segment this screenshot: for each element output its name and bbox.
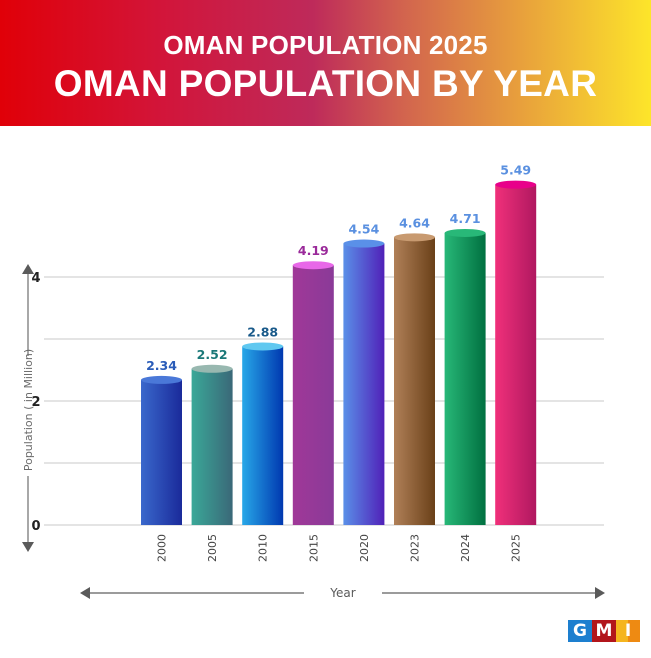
- bar-body: [394, 237, 435, 525]
- chart-subtitle: OMAN POPULATION 2025: [163, 30, 488, 60]
- bar-body: [343, 243, 385, 525]
- x-tick-label: 2020: [358, 534, 371, 562]
- bar-2020: 4.54: [343, 222, 385, 525]
- y-tick-label: 4: [31, 271, 40, 286]
- data-label: 2.34: [146, 358, 177, 373]
- y-axis-arrow: Population ( in Million): [22, 264, 35, 552]
- data-label: 4.64: [399, 215, 430, 230]
- data-label: 4.71: [450, 211, 481, 226]
- bar-body: [242, 346, 284, 525]
- x-tick-label: 2000: [156, 534, 169, 562]
- bar-2005: 2.52: [191, 347, 233, 525]
- data-label: 2.88: [247, 324, 278, 339]
- header-banner: OMAN POPULATION 2025 OMAN POPULATION BY …: [0, 0, 651, 126]
- x-tick-label: 2010: [257, 534, 270, 562]
- bar-body: [141, 379, 182, 525]
- bar-2010: 2.88: [242, 324, 284, 525]
- bars: 2.34 2.52 2.88 4.19 4.54 4.64 4.71 5.49: [141, 163, 537, 526]
- bar-top: [444, 228, 486, 237]
- bar-2024: 4.71: [444, 211, 486, 526]
- logo-letter-i: I: [616, 620, 640, 642]
- bar-body: [444, 232, 486, 526]
- logo-letter-m: M: [592, 620, 616, 642]
- bar-top: [343, 239, 385, 248]
- bar-top: [292, 261, 334, 270]
- x-tick-labels: 2000 2005 2010 2015 2020 2023 2024 2025: [156, 534, 523, 562]
- y-tick-labels: 0 2 4: [31, 271, 40, 534]
- bar-top: [191, 364, 233, 373]
- bar-2023: 4.64: [394, 215, 435, 525]
- bar-body: [292, 265, 334, 525]
- x-tick-label: 2025: [510, 534, 523, 562]
- x-tick-label: 2005: [206, 534, 219, 562]
- x-axis-label: Year: [329, 586, 355, 600]
- x-tick-label: 2024: [459, 534, 472, 562]
- arrow-right-icon: [595, 587, 605, 599]
- bar-top: [242, 342, 284, 351]
- bar-body: [495, 184, 537, 525]
- bar-body: [191, 368, 233, 525]
- bar-top: [141, 375, 182, 384]
- y-axis-label: Population ( in Million): [22, 349, 35, 471]
- arrow-left-icon: [80, 587, 90, 599]
- gmi-logo: G M I: [568, 620, 640, 642]
- chart-title: OMAN POPULATION BY YEAR: [53, 63, 598, 104]
- x-tick-label: 2015: [307, 534, 320, 562]
- data-label: 4.19: [298, 243, 329, 258]
- y-tick-label: 2: [31, 395, 40, 410]
- bar-2015: 4.19: [292, 243, 334, 525]
- data-label: 4.54: [348, 222, 379, 237]
- logo-letter-g: G: [568, 620, 592, 642]
- arrow-up-icon: [22, 264, 34, 274]
- bar-2025: 5.49: [495, 163, 537, 525]
- arrow-down-icon: [22, 542, 34, 552]
- data-label: 2.52: [197, 347, 228, 362]
- bar-top: [394, 233, 435, 242]
- x-tick-label: 2023: [409, 534, 422, 562]
- x-axis-arrow: Year: [80, 586, 605, 600]
- data-label: 5.49: [500, 163, 531, 178]
- y-tick-label: 0: [31, 519, 40, 534]
- bar-2000: 2.34: [141, 358, 182, 525]
- bar-top: [495, 180, 537, 189]
